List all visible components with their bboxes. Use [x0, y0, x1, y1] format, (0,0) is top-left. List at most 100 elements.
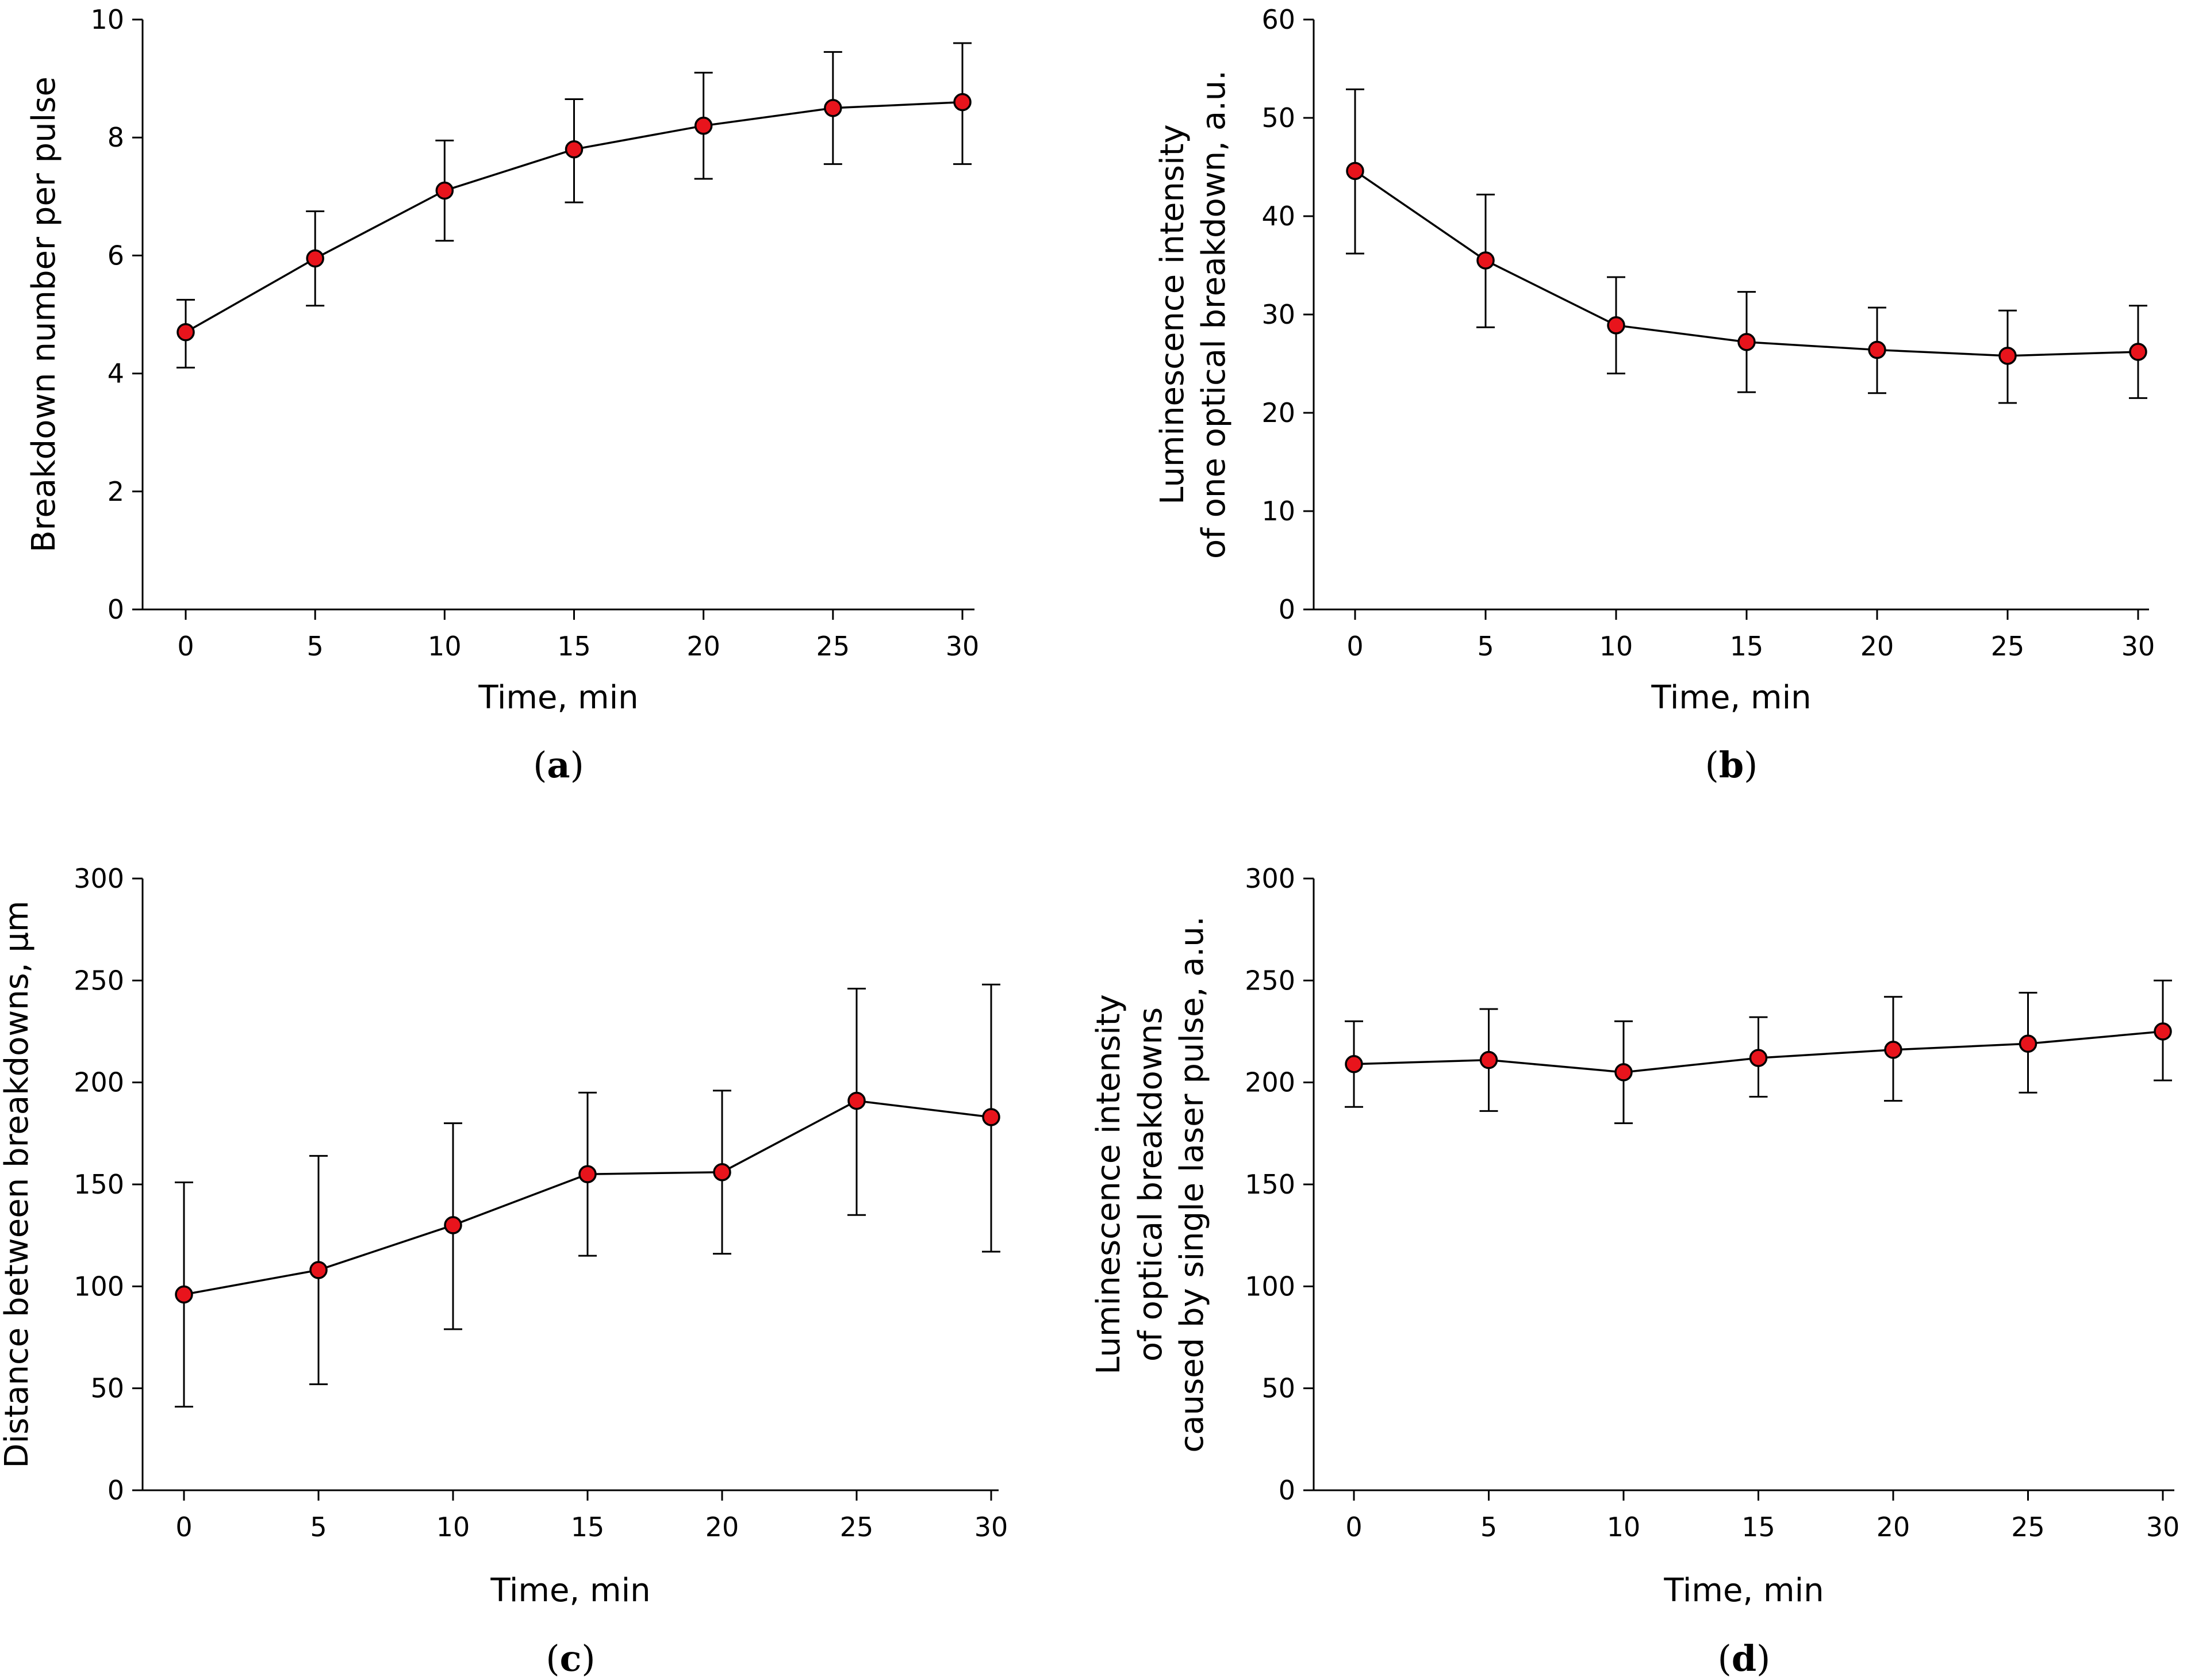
y-axis-title: of optical breakdowns	[1132, 1007, 1169, 1361]
y-axis-title: Distance between breakdowns, μm	[0, 900, 36, 1468]
y-tick-label: 0	[1279, 594, 1295, 625]
chart-panel-c: 0 50 100 150 200 250 300 0 5 10 15 20 25 30 Time, min D…	[0, 863, 1008, 1679]
y-tick-label: 4	[108, 358, 124, 389]
y-tick-label: 250	[1245, 965, 1295, 996]
x-tick-label: 15	[1730, 631, 1764, 662]
data-point	[2129, 343, 2147, 361]
y-tick-label: 0	[108, 594, 124, 625]
x-tick-label: 0	[177, 631, 194, 662]
data-point	[176, 323, 195, 342]
data-point	[175, 1285, 193, 1304]
y-tick-label: 300	[1245, 863, 1295, 894]
y-tick-label: 100	[74, 1271, 124, 1302]
data-point	[1479, 1050, 1498, 1069]
data-point	[713, 1163, 731, 1182]
x-tick-label: 30	[2121, 631, 2155, 662]
y-axis-title: caused by single laser pulse, a.u.	[1173, 916, 1211, 1452]
data-point	[694, 116, 713, 135]
x-tick-label: 15	[1741, 1512, 1775, 1543]
x-tick-label: 15	[557, 631, 591, 662]
x-tick-label: 10	[1607, 1512, 1641, 1543]
x-axis-title: Time, min	[1663, 1572, 1824, 1609]
data-point	[824, 99, 842, 117]
x-tick-label: 15	[571, 1512, 605, 1543]
data-point	[309, 1261, 328, 1279]
data-point	[847, 1091, 866, 1110]
y-tick-label: 20	[1261, 397, 1295, 428]
x-tick-label: 25	[2011, 1512, 2045, 1543]
data-point	[578, 1165, 597, 1184]
y-tick-label: 150	[1245, 1169, 1295, 1200]
y-axis-title: of one optical breakdown, a.u.	[1195, 70, 1233, 559]
y-tick-label: 50	[1261, 1373, 1295, 1404]
y-axis-title: Luminescence intensity	[1154, 124, 1191, 505]
x-tick-label: 30	[974, 1512, 1008, 1543]
x-tick-label: 30	[2146, 1512, 2180, 1543]
x-tick-label: 10	[436, 1512, 470, 1543]
y-tick-label: 250	[74, 965, 124, 996]
chart-panel-a: 0 2 4 6 8 10 0 5 10 15 20 25 30 Time, min Breakdown nu…	[25, 4, 979, 786]
y-tick-label: 10	[90, 4, 124, 35]
data-point	[1614, 1063, 1633, 1081]
data-point	[444, 1216, 462, 1234]
y-tick-label: 200	[1245, 1067, 1295, 1098]
x-tick-label: 5	[310, 1512, 327, 1543]
x-tick-label: 20	[686, 631, 720, 662]
panel-label: (b)	[1705, 744, 1758, 786]
data-point	[1749, 1049, 1768, 1067]
y-axis-title: Luminescence intensity	[1090, 994, 1127, 1375]
x-tick-label: 5	[1480, 1512, 1497, 1543]
y-tick-label: 200	[74, 1067, 124, 1098]
x-axis-title: Time, min	[478, 679, 638, 716]
chart-panel-b: 0 10 20 30 40 50 60 0 5 10 15 20 25 30 Time, min Lumine…	[1154, 4, 2155, 786]
data-point	[1607, 316, 1625, 335]
y-tick-label: 60	[1261, 4, 1295, 35]
y-tick-label: 300	[74, 863, 124, 894]
y-tick-label: 150	[74, 1169, 124, 1200]
data-point	[982, 1108, 1000, 1126]
data-point	[1476, 251, 1495, 270]
x-tick-label: 5	[1477, 631, 1494, 662]
x-tick-label: 30	[946, 631, 980, 662]
x-tick-label: 25	[1991, 631, 2025, 662]
y-tick-label: 50	[90, 1373, 124, 1404]
y-tick-label: 8	[108, 122, 124, 153]
x-tick-label: 10	[428, 631, 462, 662]
data-point	[2019, 1034, 2037, 1053]
data-point	[1737, 333, 1756, 351]
x-tick-label: 20	[705, 1512, 739, 1543]
y-axis-title: Breakdown number per pulse	[25, 76, 63, 553]
y-tick-label: 30	[1261, 299, 1295, 330]
y-tick-label: 2	[108, 476, 124, 507]
y-tick-label: 0	[1279, 1475, 1295, 1506]
y-tick-label: 40	[1261, 201, 1295, 232]
data-point	[1868, 340, 1886, 359]
y-tick-label: 100	[1245, 1271, 1295, 1302]
data-point	[306, 249, 324, 268]
data-point	[1346, 162, 1364, 181]
x-tick-label: 20	[1877, 1512, 1910, 1543]
x-tick-label: 5	[307, 631, 324, 662]
data-point	[1998, 347, 2017, 365]
y-tick-label: 0	[108, 1475, 124, 1506]
x-tick-label: 0	[1346, 631, 1363, 662]
x-tick-label: 10	[1599, 631, 1633, 662]
data-point	[565, 140, 584, 159]
panel-label: (d)	[1718, 1637, 1771, 1679]
data-point	[435, 181, 454, 200]
y-tick-label: 6	[108, 240, 124, 271]
panel-label: (a)	[533, 744, 584, 786]
x-axis-title: Time, min	[490, 1572, 650, 1609]
data-point	[1345, 1054, 1363, 1073]
data-point	[953, 93, 972, 112]
y-tick-label: 50	[1261, 102, 1295, 133]
panel-label: (c)	[546, 1637, 595, 1679]
x-tick-label: 25	[816, 631, 850, 662]
x-tick-label: 0	[1345, 1512, 1362, 1543]
x-tick-label: 25	[840, 1512, 874, 1543]
y-tick-label: 10	[1261, 496, 1295, 527]
x-tick-label: 0	[175, 1512, 192, 1543]
x-axis-title: Time, min	[1651, 679, 1811, 716]
chart-panel-d: 0 50 100 150 200 250 300 0 5 10 15 20 25 30 Time, min L…	[1090, 863, 2180, 1679]
